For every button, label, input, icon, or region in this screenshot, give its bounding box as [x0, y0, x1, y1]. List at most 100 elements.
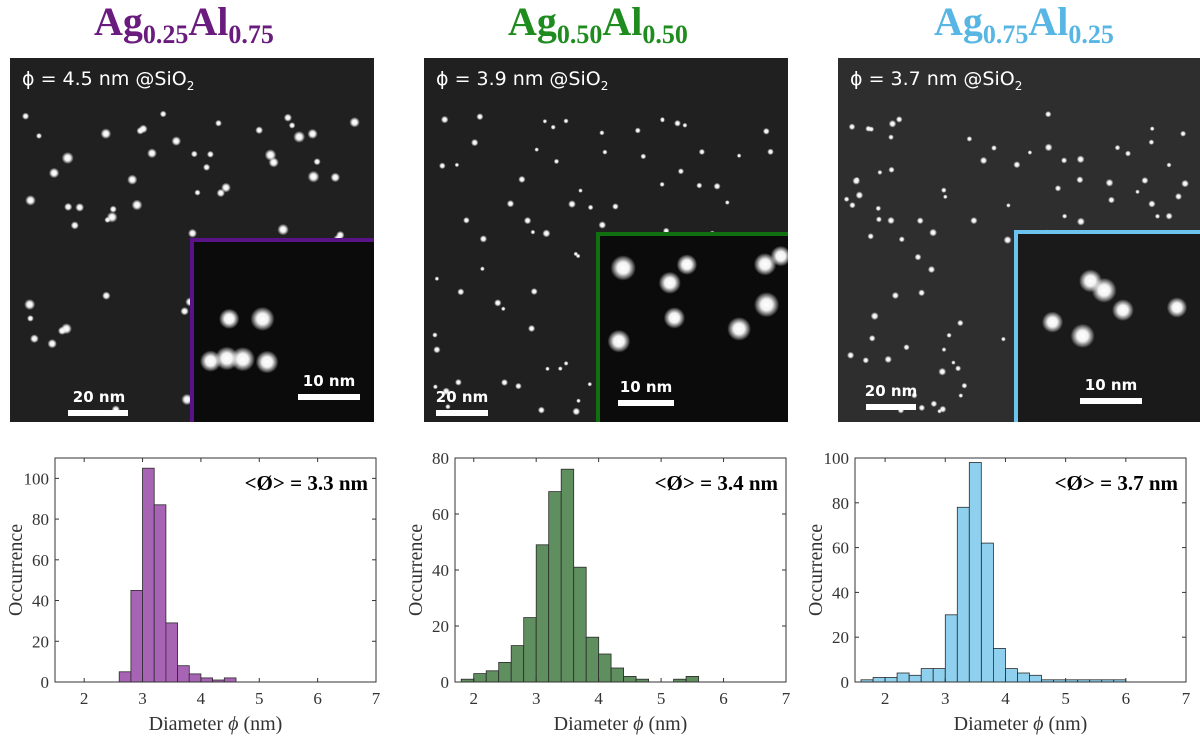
histogram-bar	[908, 674, 922, 683]
nanoparticle	[501, 379, 508, 386]
x-tick-label: 6	[719, 689, 728, 708]
y-tick-label: 60	[832, 539, 849, 558]
nanoparticle	[181, 393, 193, 406]
histogram-bar	[165, 622, 178, 683]
nanoparticle	[887, 216, 895, 225]
histogram-bar	[598, 653, 612, 683]
title-subscript-2: 0.75	[228, 20, 274, 49]
nanoparticle	[476, 113, 484, 121]
x-tick-label: 5	[255, 689, 264, 708]
y-axis-label: Occurrence	[5, 524, 27, 616]
histogram-bar	[498, 661, 512, 683]
stem-image-3: ϕ = 3.7 nm @SiO2 10 nm 20 nm	[838, 58, 1200, 422]
histogram-bar	[920, 668, 934, 683]
histogram-bar	[1029, 674, 1042, 683]
nanoparticle	[434, 276, 440, 281]
inset-particles	[607, 245, 788, 353]
inset-particles	[1041, 269, 1188, 348]
nanoparticle	[545, 366, 550, 372]
nanoparticle	[1076, 176, 1084, 184]
nanoparticle	[70, 221, 79, 230]
nanoparticle	[30, 334, 39, 344]
histogram-bar	[473, 673, 487, 683]
main-scalebar	[68, 410, 128, 416]
nanoparticle	[991, 145, 997, 151]
stem-label-subscript: 2	[600, 78, 609, 93]
x-tick-label: 3	[138, 689, 147, 708]
nanoparticle	[528, 324, 536, 333]
nanoparticle	[147, 148, 157, 159]
histogram-bar	[1005, 668, 1018, 683]
stem-inset: 10 nm	[190, 238, 374, 422]
nanoparticle	[219, 308, 240, 329]
x-axis-label: Diameter ϕ (nm)	[554, 713, 688, 735]
plot-area	[455, 458, 786, 682]
nanoparticle	[877, 169, 883, 175]
nanoparticle	[767, 148, 774, 156]
nanoparticle	[1105, 178, 1114, 187]
nanoparticle	[843, 196, 850, 202]
x-tick-label: 5	[1061, 689, 1070, 708]
nanoparticle	[277, 223, 289, 236]
nanoparticle	[1175, 193, 1182, 200]
stem-image-1: ϕ = 4.5 nm @SiO2 10 nm 20 nm	[10, 58, 374, 422]
nanoparticle	[1013, 161, 1021, 169]
histogram-2: 2 3 4 5 6 7 0 20 40 60 80 Diameter ϕ (nm) Occurrence…	[400, 440, 800, 736]
stem-inset: 10 nm	[1014, 230, 1200, 422]
y-tick-label: 40	[832, 583, 849, 602]
nanoparticle	[727, 317, 751, 341]
nanoparticle	[542, 229, 551, 238]
nanoparticle	[47, 339, 57, 349]
nanoparticle	[64, 202, 73, 211]
title-subscript-1: 0.50	[556, 20, 603, 49]
nanoparticle	[898, 236, 905, 243]
histogram-bar	[153, 504, 167, 683]
nanoparticle	[1114, 144, 1121, 151]
nanoparticle	[100, 128, 112, 139]
histogram-bar	[610, 667, 625, 683]
nanoparticle	[587, 204, 594, 211]
nanoparticle	[918, 404, 926, 412]
nanoparticle	[440, 115, 449, 124]
title-subscript-1: 0.25	[142, 20, 189, 49]
inset-scalebar	[1080, 398, 1142, 404]
histogram-bar	[896, 672, 910, 683]
x-tick-label: 7	[782, 689, 791, 708]
title-subscript-2: 0.25	[1068, 20, 1114, 49]
nanoparticle	[970, 217, 978, 225]
histogram-bar	[932, 668, 946, 683]
nanoparticle	[1070, 323, 1095, 348]
x-axis-label: Diameter ϕ (nm)	[149, 713, 283, 735]
stem-label: ϕ = 3.9 nm @SiO2	[436, 68, 608, 93]
nanoparticle	[349, 117, 360, 128]
x-tick-label: 3	[941, 689, 950, 708]
plot-area	[55, 458, 376, 682]
nanoparticle	[1041, 311, 1064, 333]
histogram-bar	[510, 645, 525, 683]
histogram-bar	[485, 670, 500, 683]
nanoparticle	[1149, 126, 1155, 132]
nanoparticle	[888, 120, 897, 128]
nanoparticle	[875, 216, 882, 223]
nanoparticle	[515, 382, 522, 390]
nanoparticle	[1044, 143, 1053, 152]
y-axis-label: Occurrence	[405, 524, 427, 616]
y-tick-label: 100	[24, 469, 50, 488]
nanoparticle	[852, 177, 861, 185]
panel-title-2: Ag0.50Al0.50	[508, 0, 688, 48]
nanoparticle	[330, 172, 341, 183]
nanoparticle	[215, 346, 239, 371]
nanoparticle	[553, 158, 560, 165]
nanoparticle	[888, 166, 895, 173]
x-tick-label: 3	[532, 689, 541, 708]
nanoparticle	[903, 344, 910, 351]
nanoparticle	[847, 351, 855, 359]
nanoparticle	[307, 128, 318, 139]
nanoparticle	[929, 228, 937, 237]
nanoparticle	[1148, 200, 1156, 208]
nanoparticle	[930, 400, 938, 408]
stem-image-2: ϕ = 3.9 nm @SiO2 10 nm 20 nm	[424, 58, 788, 422]
nanoparticle	[109, 205, 117, 213]
nanoparticle	[640, 153, 647, 160]
inset-scalebar-label: 10 nm	[1084, 376, 1138, 394]
